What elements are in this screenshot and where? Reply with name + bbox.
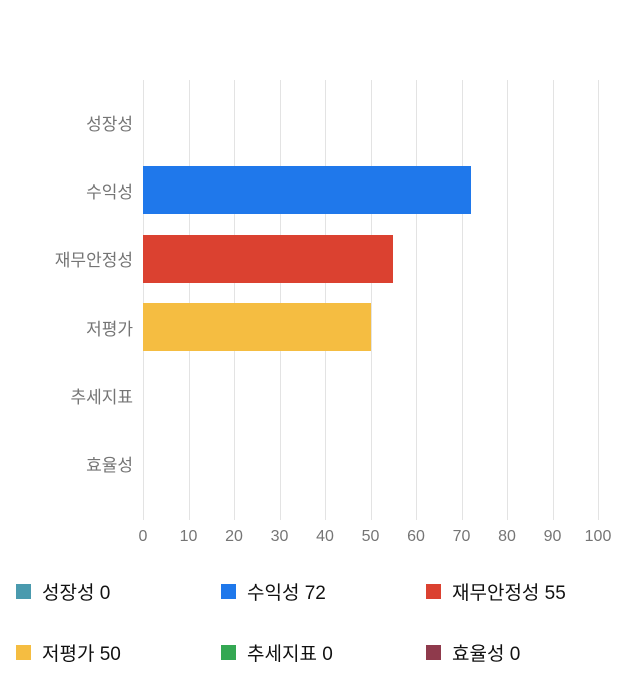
- x-tick-label: 10: [179, 528, 198, 545]
- x-tick-label: 100: [584, 528, 612, 545]
- x-tick-label: 50: [361, 528, 380, 545]
- legend-label: 수익성 72: [247, 583, 326, 604]
- legend-item: 저평가 50: [16, 639, 221, 666]
- gridline: [188, 80, 190, 520]
- gridline: [325, 80, 326, 520]
- legend-item: 추세지표 0: [221, 639, 426, 666]
- legend-item: 효율성 0: [426, 639, 631, 666]
- bar-row: 재무안정성: [55, 225, 598, 293]
- x-tick-label: 90: [543, 528, 562, 545]
- x-tick-label: 0: [138, 528, 148, 545]
- legend-label: 저평가 50: [42, 644, 121, 665]
- legend-swatch-icon: [16, 584, 31, 599]
- legend-swatch-icon: [16, 645, 31, 660]
- y-axis-label: 저평가: [86, 319, 133, 339]
- y-axis-label: 성장성: [86, 114, 133, 134]
- x-tick-label: 80: [498, 528, 516, 545]
- legend-swatch-icon: [426, 645, 441, 660]
- gridline: [370, 80, 372, 520]
- y-axis-label: 재무안정성: [54, 251, 133, 271]
- gridline: [279, 80, 281, 520]
- gridline: [598, 80, 599, 520]
- legend-label: 성장성 0: [42, 583, 111, 604]
- bar-재무안정성: [143, 234, 394, 283]
- x-tick-label: 60: [407, 528, 425, 545]
- y-axis-label: 추세지표: [70, 387, 133, 407]
- bar-수익성: [143, 166, 471, 215]
- chart-legend: 성장성 0 수익성 72 재무안정성 55 저평가 50 추세지표 0 효율성 0: [16, 578, 640, 666]
- legend-swatch-icon: [426, 584, 441, 599]
- gridline: [507, 80, 508, 520]
- gridline: [234, 80, 235, 520]
- legend-label: 추세지표 0: [247, 644, 333, 665]
- bar-row: 추세지표: [70, 361, 598, 429]
- x-tick-label: 30: [270, 528, 289, 545]
- y-axis-label: 수익성: [86, 182, 133, 202]
- legend-item: 재무안정성 55: [426, 578, 631, 605]
- y-axis-label: 효율성: [86, 456, 133, 476]
- x-tick-label: 20: [225, 528, 243, 545]
- legend-item: 수익성 72: [221, 578, 426, 605]
- x-tick-label: 70: [452, 528, 471, 545]
- gridline: [552, 80, 554, 520]
- bar-row: 수익성: [86, 156, 598, 224]
- legend-swatch-icon: [221, 584, 236, 599]
- x-axis: 0 10 20 30 40 50 60 70 80 90 100: [139, 528, 612, 548]
- gridline: [143, 80, 144, 520]
- legend-label: 재무안정성 55: [452, 583, 566, 604]
- legend-label: 효율성 0: [452, 644, 521, 665]
- bar-row: 저평가: [86, 293, 598, 361]
- legend-item: 성장성 0: [16, 578, 221, 605]
- x-tick-label: 40: [316, 528, 334, 545]
- bar-저평가: [143, 303, 371, 352]
- gridline: [461, 80, 463, 520]
- bar-row: 성장성: [86, 88, 598, 156]
- gridline: [416, 80, 417, 520]
- bar-row: 효율성: [86, 430, 598, 498]
- legend-swatch-icon: [221, 645, 236, 660]
